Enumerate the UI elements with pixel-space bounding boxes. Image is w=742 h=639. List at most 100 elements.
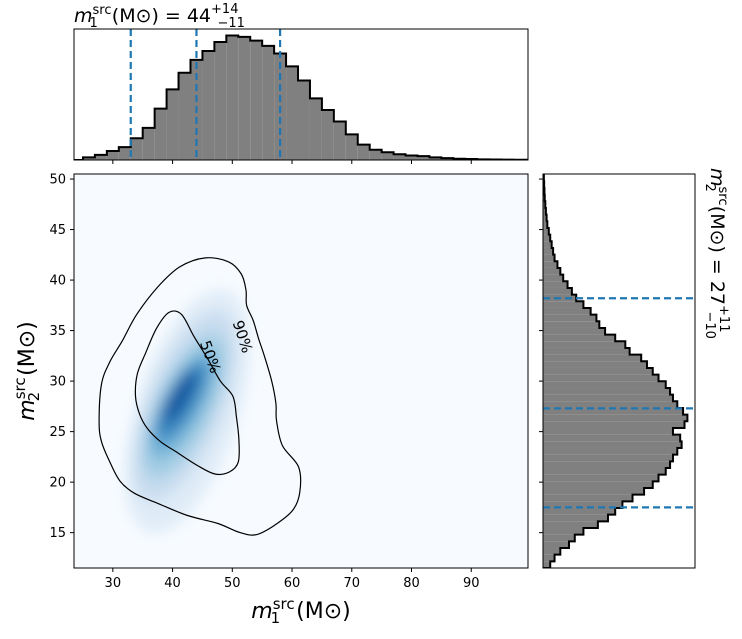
m2-histogram-bin [543, 207, 546, 215]
m1-histogram-bin [309, 98, 322, 160]
ylabel-sub: 2 [25, 392, 43, 402]
x-tick-label: 70 [344, 576, 361, 591]
m1-histogram-bin [202, 50, 215, 160]
ylabel-unit: (M⊙) [15, 321, 40, 376]
m2-histogram-bin [543, 467, 666, 475]
m2-histogram-bin [543, 407, 684, 415]
x-tick-label: 50 [224, 576, 241, 591]
xlabel-symbol: m [251, 599, 272, 624]
m1-histogram-bin [166, 89, 179, 160]
m2-histogram-bin [543, 327, 606, 335]
m2-title-plus: +11 [716, 305, 731, 332]
m2-histogram-bin [543, 221, 548, 228]
m2-histogram-bin [543, 521, 598, 528]
m1-title-sub: 1 [90, 16, 98, 31]
m2-histogram-bin [543, 287, 572, 295]
m1-histogram-bin [178, 72, 191, 160]
m2-histogram-bin [543, 281, 568, 288]
m1-histogram-outline [74, 34, 528, 160]
m1-histogram-bin [321, 109, 334, 160]
y-tick-label: 45 [49, 223, 66, 238]
m1-histogram-bin [118, 147, 131, 160]
m1-histogram-bin [298, 80, 310, 160]
m2-histogram-bin [543, 301, 584, 308]
m2-histogram-outline [543, 174, 689, 568]
m2-histogram-bin [543, 561, 551, 568]
m1-histogram-bin [226, 35, 239, 160]
m1-histogram-bin [357, 144, 370, 160]
contour-90 [98, 257, 302, 536]
m2-histogram-bin [543, 427, 673, 435]
m2-histogram-bin [543, 247, 554, 255]
m1-histogram-bin [286, 66, 299, 160]
m2-histogram-bin [543, 274, 564, 282]
m2-histogram-bin [543, 361, 647, 368]
m1-histogram-bin [154, 108, 167, 160]
m2-histogram-bin [543, 461, 671, 468]
m1-histogram-bin [106, 151, 119, 160]
y-tick-label: 25 [49, 425, 66, 440]
m1-histogram-bin [369, 149, 382, 160]
m2-histogram-bin [543, 347, 630, 355]
y-tick-label: 40 [49, 274, 66, 289]
m1-histogram-bin [238, 36, 251, 160]
m2-histogram-bin [543, 401, 678, 408]
m2-title-symbol: m [706, 168, 728, 187]
m2-histogram-bin [543, 534, 575, 542]
m1-histogram-bin [417, 156, 430, 160]
m1-title-median: 44 [187, 5, 211, 27]
m1-histogram-bin [333, 121, 346, 160]
m1-histogram-bin [250, 40, 263, 160]
m1-histogram-bin [429, 157, 442, 160]
y-tick-label: 35 [49, 324, 66, 339]
m2-histogram-bin [543, 421, 685, 428]
x-tick-label: 80 [403, 576, 420, 591]
x-tick-label: 40 [164, 576, 181, 591]
m2-histogram-bin [543, 487, 645, 495]
xlabel-unit: (M⊙) [296, 599, 351, 624]
m2-histogram-bin [543, 314, 597, 322]
x-tick-label: 30 [105, 576, 122, 591]
m1-histogram-bin [94, 154, 107, 160]
y-tick-label: 50 [49, 173, 66, 188]
m2-histogram-bin [543, 507, 616, 515]
xlabel-sup: src [273, 595, 295, 613]
m2-histogram-bin [543, 481, 653, 488]
m2-histogram-bin [543, 447, 678, 455]
m2-histogram-bin [543, 501, 623, 508]
y-tick-label: 30 [49, 375, 66, 390]
m1-title-eq: = [165, 5, 181, 27]
m2-title-unit: (M⊙) [706, 206, 728, 253]
m1-marginal-ticks [112, 160, 472, 164]
m2-marginal-title: msrc2 (M⊙) = 27+11−10 [702, 168, 731, 339]
joint-ticks: 30 40 50 60 70 80 90 15 20 25 30 35 40 45 50 [49, 173, 479, 591]
m1-histogram-bin [381, 152, 394, 160]
m2-histogram-bin [543, 341, 626, 348]
m2-histogram-bin [543, 307, 591, 315]
m2-histogram-bin [543, 214, 547, 222]
m2-histogram-bin [543, 541, 569, 548]
m1-histogram-bin [393, 154, 406, 160]
m2-histogram-bin [543, 514, 608, 522]
m2-histogram-bin [543, 441, 682, 448]
m1-histogram-bin [262, 45, 275, 160]
m2-title-median: 27 [706, 281, 728, 305]
m1-histogram-bin [405, 155, 418, 160]
x-tick-label: 90 [463, 576, 480, 591]
m2-histogram-bin [543, 474, 659, 482]
m1-title-plus: +14 [211, 2, 238, 17]
m1-marginal-title: msrc 1 (M⊙) = 44+14 −11 [74, 2, 245, 31]
joint-frame [73, 173, 529, 569]
m2-histogram-bin [543, 254, 555, 262]
m2-title-sub: 2 [702, 184, 717, 192]
m2-histogram-bin [543, 554, 555, 562]
m2-histogram-bin [543, 454, 673, 462]
m2-marginal-ticks [539, 178, 543, 534]
m2-histogram-bin [543, 414, 688, 422]
m2-marginal-panel: msrc2 (M⊙) = 27+11−10 [539, 168, 731, 569]
m2-histogram-bin [543, 261, 558, 268]
m2-histogram-bin [543, 234, 551, 242]
m2-marginal-frame [542, 173, 696, 569]
